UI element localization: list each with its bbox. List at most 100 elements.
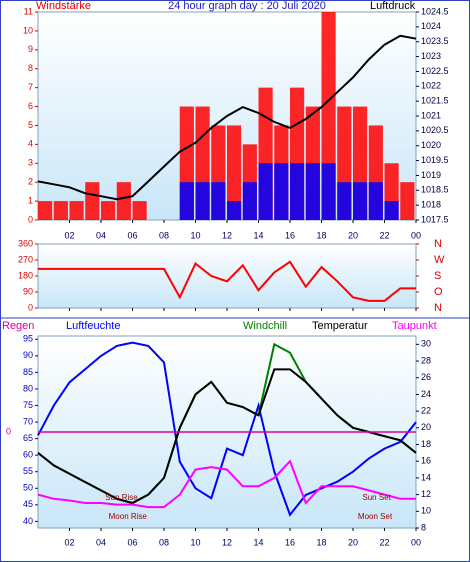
wind-bar <box>384 201 399 220</box>
wind-bar <box>85 182 100 220</box>
wind-bar <box>227 125 242 220</box>
series-line <box>37 368 417 505</box>
wind-bar <box>242 182 257 220</box>
x-tick-label: 16 <box>285 537 295 547</box>
series-line <box>37 459 416 509</box>
x-tick-label: 04 <box>96 230 106 240</box>
y-tick-label: 4 <box>28 139 33 149</box>
x-tick-label: 12 <box>222 537 232 547</box>
y2-tick-label: 1020.5 <box>421 125 449 135</box>
y2-tick-label: 1022 <box>421 81 441 91</box>
y2-tick-label: 12 <box>421 489 431 499</box>
y2-tick-label: 8 <box>421 522 426 532</box>
y2-tick-label: 1021 <box>421 110 441 120</box>
x-tick-label: 02 <box>64 537 74 547</box>
wind-bar <box>195 182 210 220</box>
y-tick-label: 55 <box>23 466 33 476</box>
x-tick-label: 20 <box>348 537 358 547</box>
y2-tick-label: 1021.5 <box>421 96 449 106</box>
y2-tick-label: W <box>434 254 445 266</box>
wind-bar <box>321 163 336 220</box>
y-tick-label: 90 <box>23 286 33 296</box>
y-tick-label: 50 <box>23 483 33 493</box>
wind-bar <box>227 201 242 220</box>
x-tick-label: 18 <box>316 230 326 240</box>
wind-bar <box>274 163 289 220</box>
y2-tick-label: 1019.5 <box>421 155 449 165</box>
y2-tick-label: 1024 <box>421 21 441 31</box>
y-tick-label: 9 <box>28 44 33 54</box>
x-tick-label: 02 <box>64 230 74 240</box>
y3-tick-label: 0 <box>6 426 11 436</box>
x-tick-label: 14 <box>253 537 263 547</box>
y-tick-label: 11 <box>24 6 33 16</box>
x-tick-label: 08 <box>159 230 169 240</box>
wind-bar <box>179 182 194 220</box>
y-tick-label: 8 <box>28 63 33 73</box>
legend-label: Taupunkt <box>392 320 437 332</box>
y-tick-label: 80 <box>23 383 33 393</box>
wind-bar <box>290 163 305 220</box>
y2-tick-label: 24 <box>421 389 431 399</box>
x-tick-label: 00 <box>411 537 421 547</box>
y2-tick-label: 16 <box>421 456 431 466</box>
x-tick-label: 22 <box>379 537 389 547</box>
y-tick-label: 70 <box>23 416 33 426</box>
x-tick-label: 22 <box>379 230 389 240</box>
x-tick-label: 10 <box>190 537 200 547</box>
y-tick-label: 270 <box>18 254 33 264</box>
wind-bar <box>337 182 352 220</box>
y2-tick-label: 1024.5 <box>421 6 449 16</box>
y2-tick-label: 1023 <box>421 51 441 61</box>
wind-bar <box>53 201 68 220</box>
y-tick-label: 7 <box>28 82 33 92</box>
x-tick-label: 00 <box>411 230 421 240</box>
x-tick-label: 16 <box>285 230 295 240</box>
series-line <box>38 260 416 302</box>
y2-tick-label: O <box>434 286 443 298</box>
pressure-label: Luftdruck <box>370 0 416 12</box>
y2-tick-label: 22 <box>421 406 431 416</box>
wind-label: Windstärke <box>36 0 91 12</box>
y-tick-label: 10 <box>23 25 33 35</box>
x-tick-label: 04 <box>96 537 106 547</box>
chart-title: 24 hour graph day : 20 Juli 2020 <box>168 0 326 12</box>
wind-bar <box>400 182 415 220</box>
y2-tick-label: N <box>434 302 442 314</box>
y-tick-label: 60 <box>23 450 33 460</box>
y-tick-label: 65 <box>23 433 33 443</box>
y2-tick-label: 1017.5 <box>421 214 449 224</box>
y-tick-label: 6 <box>28 101 33 111</box>
y-tick-label: 2 <box>28 177 33 187</box>
y-tick-label: 85 <box>23 367 33 377</box>
y-tick-label: 95 <box>23 334 33 344</box>
wind-bar <box>38 201 53 220</box>
annotation: Moon Rise <box>109 512 148 521</box>
y2-tick-label: 20 <box>421 422 431 432</box>
annotation: Moon Set <box>358 512 393 521</box>
y2-tick-label: 1018.5 <box>421 185 449 195</box>
y-tick-label: 45 <box>23 499 33 509</box>
y-tick-label: 40 <box>23 516 33 526</box>
x-tick-label: 14 <box>253 230 263 240</box>
y2-tick-label: S <box>434 270 441 282</box>
series-line <box>37 341 417 517</box>
y2-tick-label: 14 <box>421 472 431 482</box>
x-tick-label: 20 <box>348 230 358 240</box>
x-tick-label: 08 <box>159 537 169 547</box>
y2-tick-label: 1018 <box>421 200 441 210</box>
x-tick-label: 10 <box>190 230 200 240</box>
series-line <box>37 34 417 201</box>
y-tick-label: 5 <box>28 120 33 130</box>
wind-bar <box>353 182 368 220</box>
y2-tick-label: 1020 <box>421 140 441 150</box>
y2-tick-label: 10 <box>421 506 431 516</box>
legend-label: Windchill <box>243 320 287 332</box>
wind-bar <box>211 182 226 220</box>
x-tick-label: 12 <box>222 230 232 240</box>
wind-bar <box>368 182 383 220</box>
x-tick-label: 18 <box>316 537 326 547</box>
annotation: Sun Set <box>362 493 391 502</box>
wind-bar <box>305 163 320 220</box>
wind-bar <box>69 201 84 220</box>
